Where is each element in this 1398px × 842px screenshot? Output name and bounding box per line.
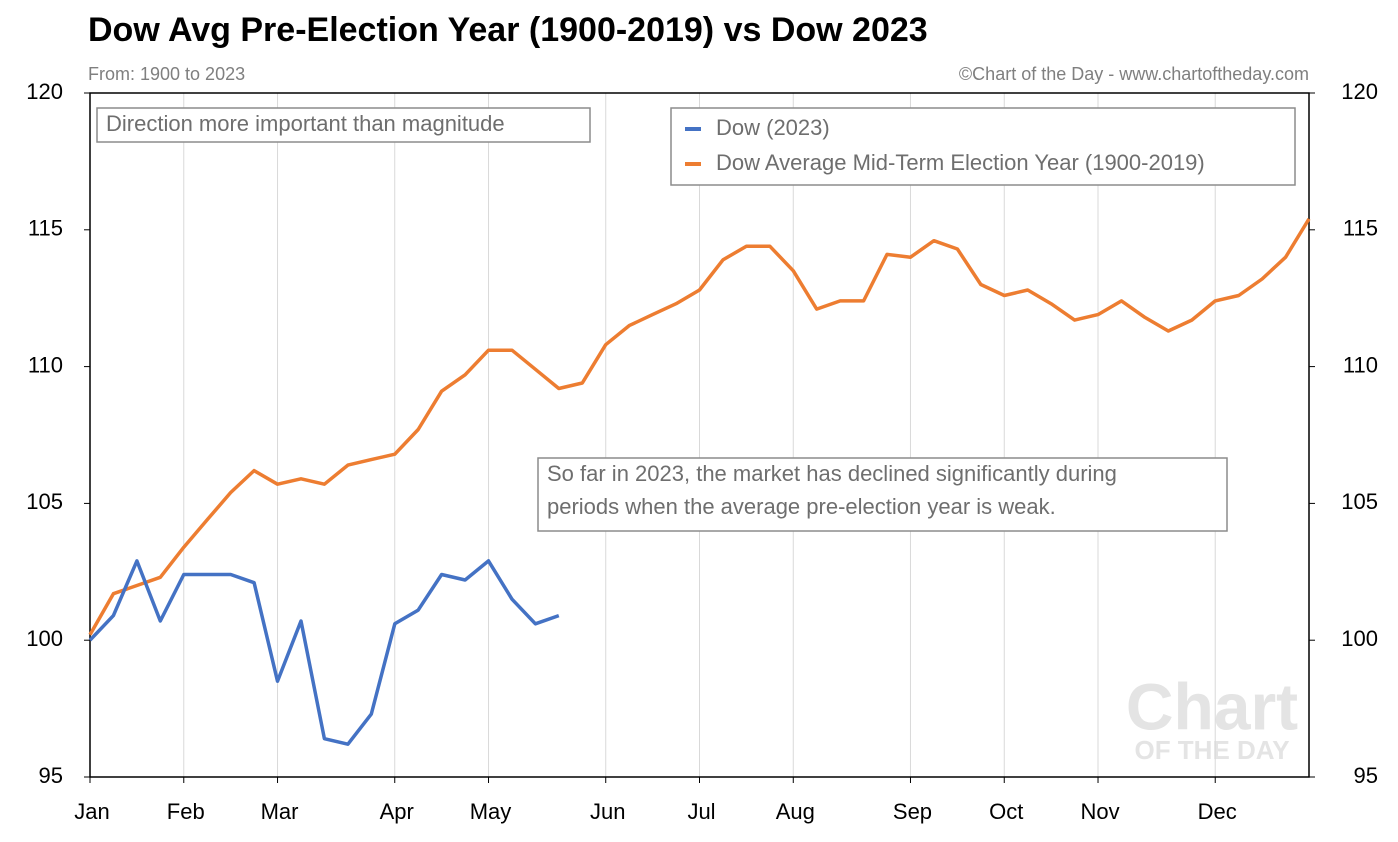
x-tick-label: Jan: [74, 799, 109, 824]
series-line: [88, 217, 1311, 636]
y2-tick-label: 95: [1354, 763, 1378, 788]
y-tick-label: 105: [26, 489, 63, 514]
annotation-text: So far in 2023, the market has declined …: [547, 461, 1117, 486]
y-tick-label: 100: [26, 626, 63, 651]
y-tick-label: 120: [26, 79, 63, 104]
annotation-box: [96, 107, 591, 143]
y2-tick-label: 120: [1341, 79, 1378, 104]
watermark: Chart: [1126, 669, 1298, 743]
x-tick-label: Jul: [687, 799, 715, 824]
watermark: OF THE DAY: [1134, 735, 1289, 765]
plot-frame: [89, 92, 1310, 778]
legend-label: Dow Average Mid-Term Election Year (1900…: [716, 150, 1205, 175]
x-tick-label: Jun: [590, 799, 625, 824]
legend-label: Dow (2023): [716, 115, 830, 140]
x-tick-label: Dec: [1198, 799, 1237, 824]
series-line: [88, 559, 560, 746]
x-tick-label: Feb: [167, 799, 205, 824]
annotation-text: periods when the average pre-election ye…: [547, 494, 1056, 519]
y-tick-label: 110: [28, 352, 63, 377]
annotation-text: Direction more important than magnitude: [106, 111, 505, 136]
source: ©Chart of the Day - www.chartoftheday.co…: [959, 64, 1309, 84]
y2-tick-label: 100: [1341, 626, 1378, 651]
x-tick-label: Sep: [893, 799, 932, 824]
y-tick-label: 115: [28, 216, 63, 241]
subtitle: From: 1900 to 2023: [88, 64, 245, 84]
x-tick-label: Apr: [380, 799, 414, 824]
x-tick-label: Oct: [989, 799, 1023, 824]
annotation-box: [537, 457, 1228, 532]
legend-box: [670, 107, 1296, 186]
y2-tick-label: 105: [1341, 489, 1378, 514]
x-tick-label: May: [470, 799, 512, 824]
y-tick-label: 95: [39, 763, 63, 788]
y2-tick-label: 115: [1343, 216, 1378, 241]
y2-tick-label: 110: [1343, 352, 1378, 377]
x-tick-label: Nov: [1080, 799, 1119, 824]
chart-title: Dow Avg Pre-Election Year (1900-2019) vs…: [88, 11, 928, 49]
x-tick-label: Aug: [776, 799, 815, 824]
x-tick-label: Mar: [261, 799, 299, 824]
